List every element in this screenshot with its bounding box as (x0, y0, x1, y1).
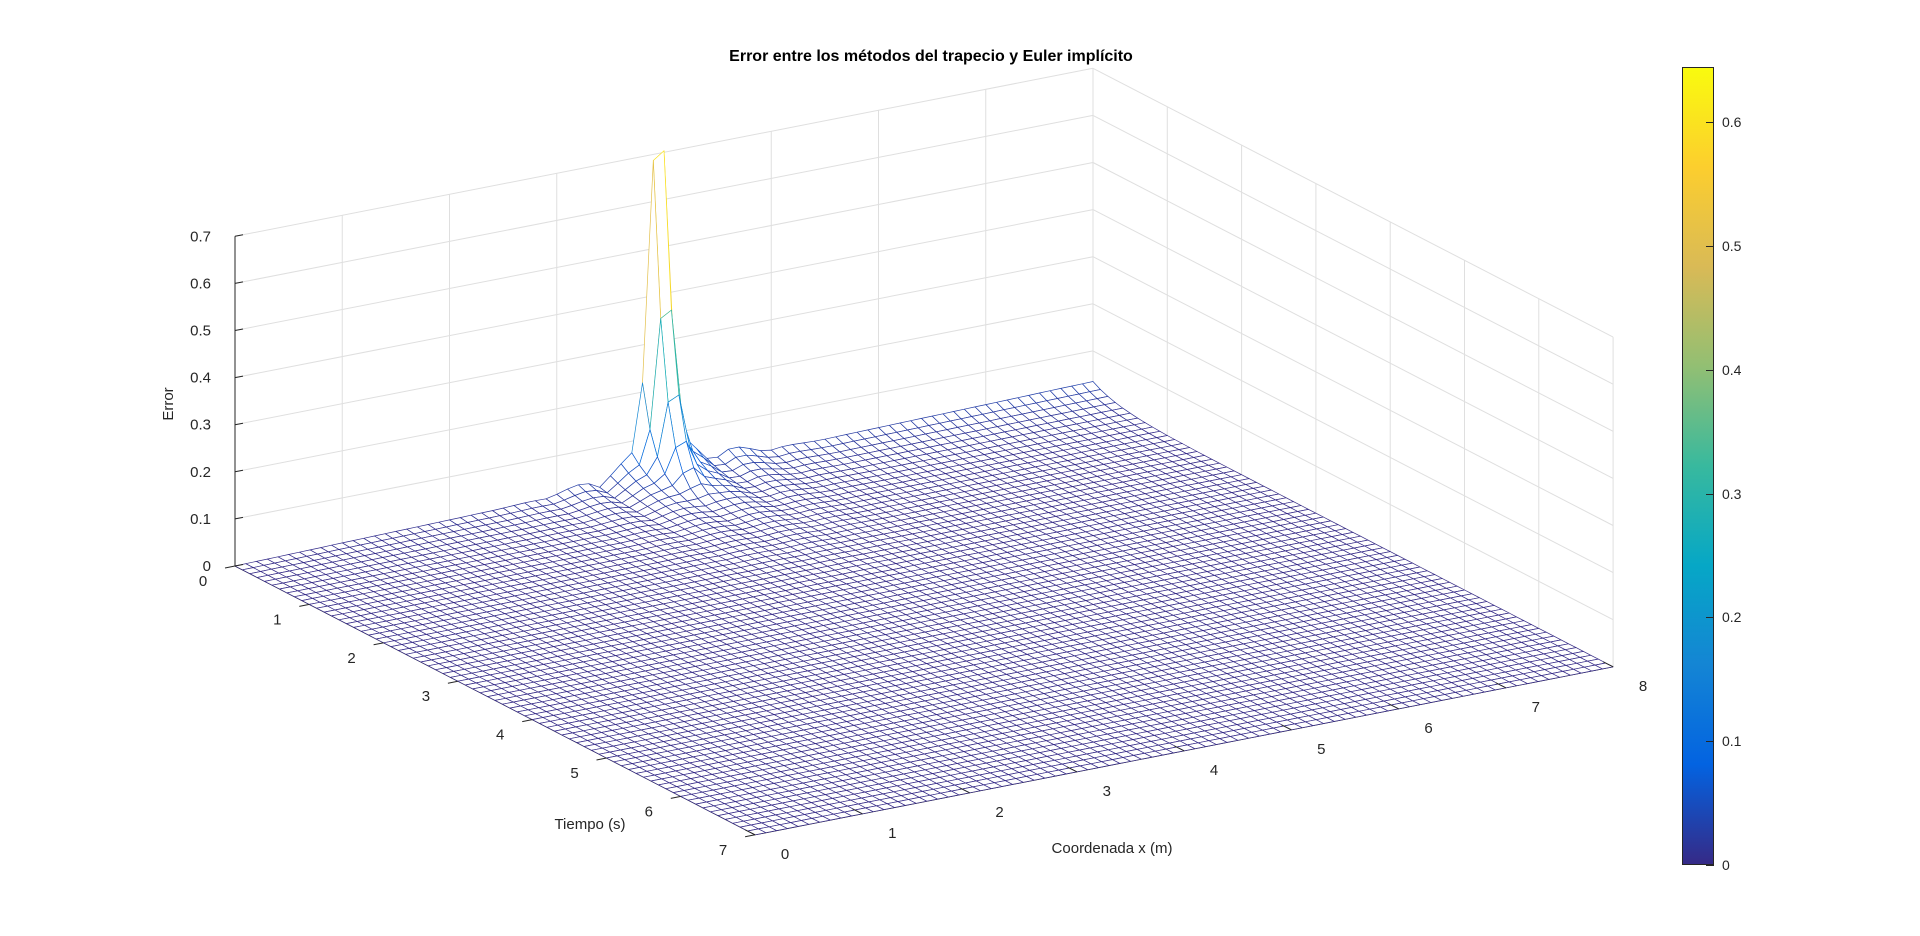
grid-line (1092, 303, 1614, 574)
grid-line (1092, 114, 1614, 385)
mesh-surface (234, 150, 1614, 836)
grid-line (1092, 209, 1614, 479)
grid-line (1092, 162, 1614, 432)
grid-line (1092, 350, 1614, 621)
chart-title: Error entre los métodos del trapecio y E… (729, 48, 1133, 65)
grid-line (1092, 256, 1614, 526)
grid-line (1092, 67, 1614, 338)
